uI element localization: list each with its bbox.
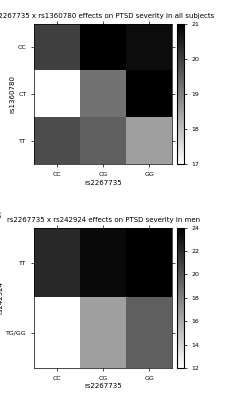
Y-axis label: rs242924: rs242924 — [0, 281, 3, 314]
X-axis label: rs2267735: rs2267735 — [84, 180, 122, 186]
Text: B: B — [0, 211, 1, 221]
Y-axis label: rs1360780: rs1360780 — [9, 75, 15, 113]
Text: A: A — [0, 7, 1, 17]
Title: rs2267735 x rs1360780 effects on PTSD severity in all subjects: rs2267735 x rs1360780 effects on PTSD se… — [0, 14, 213, 20]
Title: rs2267735 x rs242924 effects on PTSD severity in men: rs2267735 x rs242924 effects on PTSD sev… — [7, 217, 199, 223]
X-axis label: rs2267735: rs2267735 — [84, 384, 122, 390]
